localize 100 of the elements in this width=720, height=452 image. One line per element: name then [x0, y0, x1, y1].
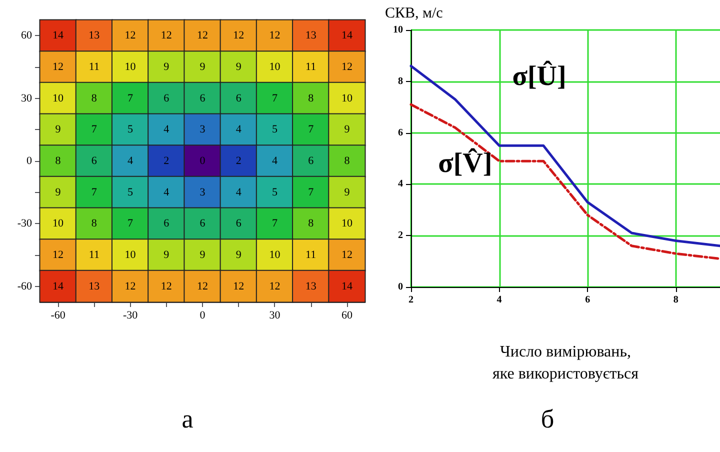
- data-label: 6: [200, 218, 206, 230]
- x-tick-label: 8: [673, 294, 678, 306]
- y-tick-label: 30: [21, 92, 32, 104]
- data-label: 9: [200, 249, 206, 261]
- data-label: 8: [308, 218, 314, 230]
- y-tick-label: -30: [17, 218, 32, 230]
- data-label: 8: [344, 155, 350, 167]
- data-label: 7: [128, 92, 134, 104]
- y-tick-label: 0: [398, 282, 403, 292]
- data-label: 10: [269, 61, 281, 73]
- x-tick-label: 30: [269, 310, 281, 322]
- data-label: 7: [128, 218, 134, 230]
- data-label: 5: [128, 186, 134, 198]
- data-label: 6: [164, 218, 170, 230]
- data-label: 9: [236, 61, 242, 73]
- data-label: 0: [200, 155, 206, 167]
- text: б: [540, 404, 554, 434]
- data-label: 10: [52, 92, 64, 104]
- y-tick-label: 6: [398, 127, 403, 138]
- data-label: 9: [55, 124, 62, 136]
- data-label: 10: [269, 249, 281, 261]
- data-label: 12: [160, 30, 172, 42]
- data-label: 6: [200, 92, 206, 104]
- data-label: 6: [164, 92, 170, 104]
- data-label: 9: [344, 124, 350, 136]
- data-label: 13: [88, 280, 100, 292]
- x-axis-title: Число вимірювань, яке використовується: [492, 344, 640, 382]
- data-label: 9: [200, 61, 206, 73]
- data-label: 4: [128, 155, 134, 167]
- series-label: σ[V̂]: [438, 148, 492, 180]
- data-label: 3: [200, 124, 206, 136]
- x-tick-label: -60: [50, 310, 66, 322]
- data-label: 2: [164, 155, 170, 167]
- data-label: 8: [55, 155, 62, 167]
- data-label: 10: [124, 61, 136, 73]
- data-label: 12: [124, 30, 136, 42]
- data-label: 12: [160, 280, 172, 292]
- data-label: 5: [272, 186, 278, 198]
- data-label: 7: [308, 124, 314, 136]
- data-label: 12: [341, 249, 352, 261]
- y-tick-label: 4: [398, 178, 403, 190]
- data-label: 4: [164, 186, 170, 198]
- data-label: 6: [308, 155, 314, 167]
- data-label: 7: [272, 218, 278, 230]
- data-label: 4: [164, 124, 170, 136]
- data-label: 3: [200, 186, 206, 198]
- line-series: [410, 103, 720, 260]
- data-label: 7: [91, 124, 98, 136]
- data-label: 7: [272, 92, 278, 104]
- y-tick-label: 10: [393, 24, 403, 36]
- text: а: [182, 404, 194, 434]
- data-label: 12: [341, 61, 352, 73]
- x-tick-label: 6: [585, 294, 590, 306]
- data-label: 13: [305, 280, 317, 292]
- data-label: 5: [128, 124, 134, 136]
- y-tick-label: 2: [398, 230, 403, 242]
- data-label: 4: [236, 186, 242, 198]
- data-label: 14: [52, 30, 64, 42]
- data-label: 14: [52, 280, 64, 292]
- data-label: 8: [91, 218, 98, 230]
- data-label: 6: [236, 92, 242, 104]
- data-label: 11: [306, 61, 316, 73]
- data-label: 8: [91, 92, 98, 104]
- x-tick-label: 2: [408, 294, 414, 306]
- data-label: 13: [305, 30, 317, 42]
- data-label: 4: [272, 155, 278, 167]
- x-tick-label: 0: [200, 310, 206, 322]
- data-label: 5: [272, 124, 278, 136]
- data-label: 10: [52, 218, 64, 230]
- data-label: 9: [236, 249, 242, 261]
- data-label: 4: [236, 124, 242, 136]
- data-label: 12: [52, 61, 64, 73]
- data-label: 12: [197, 30, 208, 42]
- data-label: 10: [341, 92, 353, 104]
- x-tick-label: 60: [341, 310, 353, 322]
- data-label: 10: [124, 249, 136, 261]
- data-label: 12: [269, 280, 280, 292]
- data-label: 9: [55, 186, 62, 198]
- y-axis-title: СКВ, м/с: [385, 6, 444, 22]
- data-label: 12: [197, 280, 208, 292]
- data-label: 8: [308, 92, 314, 104]
- data-label: 14: [341, 30, 353, 42]
- data-label: 11: [88, 61, 100, 73]
- x-tick-label: 4: [496, 294, 502, 306]
- data-label: 9: [164, 61, 170, 73]
- data-label: 9: [164, 249, 170, 261]
- data-label: 12: [269, 30, 280, 42]
- data-label: 11: [306, 249, 316, 261]
- data-label: 7: [91, 186, 98, 198]
- y-tick-label: 8: [398, 76, 403, 87]
- data-label: 12: [233, 280, 244, 292]
- data-label: 2: [236, 155, 242, 167]
- data-label: 14: [341, 280, 353, 292]
- data-label: 12: [124, 280, 136, 292]
- data-label: 12: [233, 30, 244, 42]
- x-tick-label: -30: [122, 310, 138, 322]
- y-tick-label: 0: [26, 155, 32, 167]
- data-label: 11: [88, 249, 100, 261]
- data-label: 12: [52, 249, 64, 261]
- data-label: 13: [88, 30, 100, 42]
